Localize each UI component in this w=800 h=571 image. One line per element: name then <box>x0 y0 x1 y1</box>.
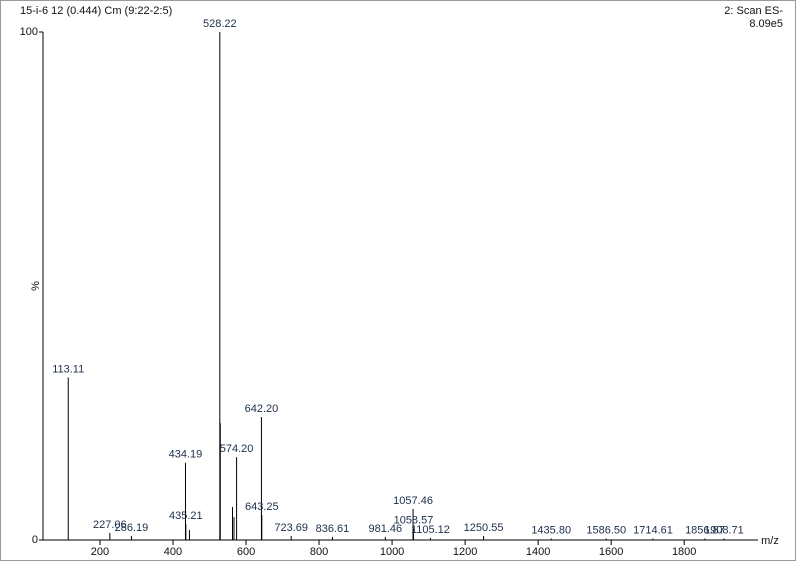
x-tick-label: 1400 <box>526 546 550 558</box>
peak-label: 1105.12 <box>411 524 450 536</box>
peak-label: 836.61 <box>316 523 350 535</box>
y-label: % <box>30 281 42 291</box>
subtitle: 15-i-6 12 (0.444) Cm (9:22-2:5) <box>20 5 172 17</box>
peak-label: 227.06 <box>93 519 127 531</box>
peak-label: 286.19 <box>115 522 149 534</box>
peak-label: 435.21 <box>169 510 203 522</box>
peak-label: 1586.50 <box>586 524 626 536</box>
x-tick-label: 1000 <box>380 546 404 558</box>
peak-label: 528.22 <box>203 18 237 30</box>
peak-label: 1250.55 <box>464 522 504 534</box>
x-tick-label: 1200 <box>453 546 477 558</box>
peak-label: 643.25 <box>245 501 279 513</box>
intensity: 8.09e5 <box>749 18 783 30</box>
y-tick-label: 0 <box>32 534 38 546</box>
x-tick-label: 400 <box>164 546 182 558</box>
x-tick-label: 1800 <box>672 546 696 558</box>
frame <box>0 0 796 561</box>
peak-label: 574.20 <box>220 443 254 455</box>
x-tick-label: 200 <box>91 546 109 558</box>
peak-label: 113.11 <box>52 363 84 375</box>
peak-label: 1435.80 <box>531 524 571 536</box>
peak-label: 723.69 <box>274 522 308 534</box>
peak-label: 1058.57 <box>394 515 434 527</box>
peak-label: 1856.87 <box>685 524 725 536</box>
peak-label: 1057.46 <box>393 495 433 507</box>
y-tick-label: 100 <box>20 26 38 38</box>
x-tick-label: 1600 <box>599 546 623 558</box>
peak-label: 642.20 <box>245 403 279 415</box>
peak-label: 1714.61 <box>633 524 673 536</box>
scan-info: 2: Scan ES- <box>724 5 783 17</box>
x-label: m/z <box>761 535 779 547</box>
x-tick-label: 800 <box>310 546 328 558</box>
x-tick-label: 600 <box>237 546 255 558</box>
peak-label: 981.46 <box>368 523 402 535</box>
peak-label: 1908.71 <box>704 524 744 536</box>
peak-label: 434.19 <box>169 449 203 461</box>
